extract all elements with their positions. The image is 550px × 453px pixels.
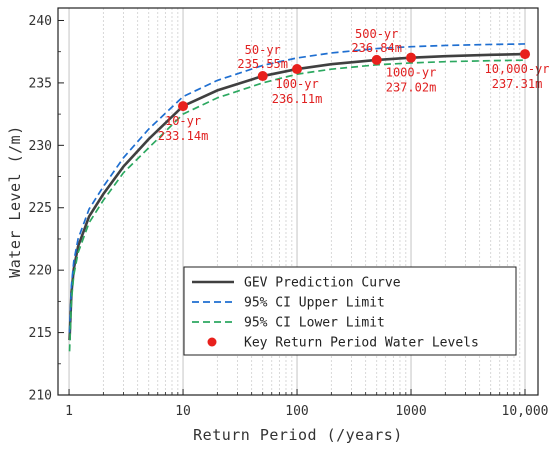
- x-tick-label: 1: [65, 404, 73, 419]
- key-points-layer: [178, 49, 531, 112]
- annotation-period: 100-yr: [275, 77, 318, 91]
- annotation-value: 237.31m: [492, 77, 543, 91]
- y-axis-title: Water Level (/m): [6, 125, 24, 278]
- series-layer: [68, 43, 526, 352]
- annotation-period: 10,000-yr: [484, 62, 549, 76]
- legend-label: Key Return Period Water Levels: [244, 336, 479, 351]
- annotation-period: 10-yr: [165, 114, 201, 128]
- y-tick-label: 225: [29, 201, 52, 216]
- series-line-0: [68, 52, 526, 341]
- key-point-marker: [406, 52, 417, 63]
- axes-layer: 1 10 100 1000 10,000 210 215 220 225 230 235 240: [29, 7, 549, 419]
- series-line-1: [68, 43, 526, 333]
- key-point-marker: [178, 101, 189, 112]
- plot-frame: [57, 7, 539, 396]
- annotation-value: 236.11m: [272, 92, 323, 106]
- annotation-period: 500-yr: [355, 27, 398, 41]
- legend: GEV Prediction Curve 95% CI Upper Limit 95…: [183, 266, 517, 356]
- y-tick-label: 210: [29, 389, 52, 404]
- x-axis-title: Return Period (/years): [193, 426, 403, 444]
- legend-marker: [207, 337, 217, 347]
- grid-layer: [68, 8, 526, 395]
- x-tick-label: 10: [175, 404, 191, 419]
- annotation-period: 50-yr: [245, 43, 281, 57]
- x-tick-label: 10,000: [502, 404, 549, 419]
- key-point-marker: [292, 64, 303, 75]
- key-point-marker: [257, 71, 268, 82]
- key-point-marker: [371, 54, 382, 65]
- x-tick-label: 100: [285, 404, 308, 419]
- legend-label: 95% CI Lower Limit: [244, 316, 385, 331]
- x-tick-label: 1000: [395, 404, 426, 419]
- annotation-period: 1000-yr: [386, 66, 437, 80]
- annotation-value: 235.55m: [237, 57, 288, 71]
- y-tick-label: 235: [29, 76, 52, 91]
- annotation-value: 233.14m: [158, 129, 209, 143]
- legend-label: GEV Prediction Curve: [244, 276, 401, 291]
- key-point-marker: [520, 49, 531, 60]
- y-tick-label: 220: [29, 264, 52, 279]
- y-tick-label: 240: [29, 14, 52, 29]
- y-tick-label: 230: [29, 139, 52, 154]
- y-tick-label: 215: [29, 326, 52, 341]
- annotation-value: 236.84m: [351, 41, 402, 55]
- legend-label: 95% CI Upper Limit: [244, 296, 385, 311]
- legend-box: [183, 266, 517, 356]
- annotation-value: 237.02m: [386, 81, 437, 95]
